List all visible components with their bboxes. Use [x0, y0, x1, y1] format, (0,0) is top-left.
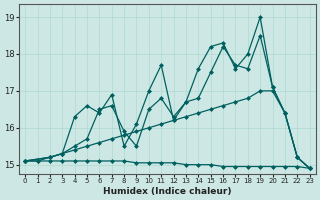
- X-axis label: Humidex (Indice chaleur): Humidex (Indice chaleur): [103, 187, 232, 196]
